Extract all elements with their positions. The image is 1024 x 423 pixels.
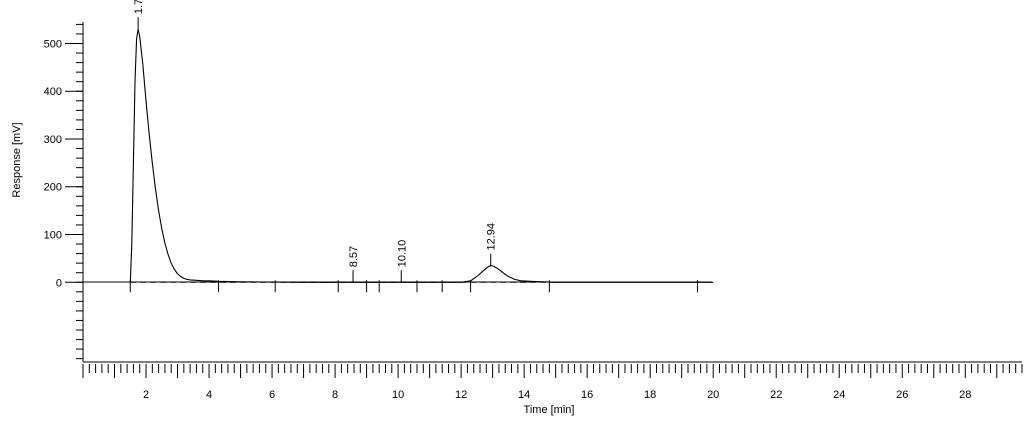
x-tick-label: 12 bbox=[455, 389, 467, 401]
x-tick-label: 18 bbox=[644, 389, 656, 401]
x-tick-label: 22 bbox=[770, 389, 782, 401]
y-axis-label: Response [mV] bbox=[11, 122, 23, 197]
peak-label: 8.57 bbox=[348, 246, 360, 267]
x-axis-label: Time [min] bbox=[524, 404, 575, 416]
peak-label: 12.94 bbox=[486, 223, 498, 251]
y-tick-label: 200 bbox=[44, 182, 62, 194]
x-tick-label: 2 bbox=[143, 389, 149, 401]
y-tick-label: 500 bbox=[44, 38, 62, 50]
y-axis-ticks: 0 100 200 300 400 500 bbox=[44, 23, 83, 360]
x-tick-label: 14 bbox=[518, 389, 530, 401]
x-tick-label: 20 bbox=[707, 389, 719, 401]
peak-label: 10.10 bbox=[396, 240, 408, 268]
y-tick-label: 400 bbox=[44, 86, 62, 98]
y-tick-label: 0 bbox=[56, 277, 62, 289]
x-tick-label: 6 bbox=[269, 389, 275, 401]
x-tick-label: 26 bbox=[896, 389, 908, 401]
x-tick-label: 4 bbox=[206, 389, 212, 401]
peak-label: 1.75 bbox=[133, 0, 145, 14]
y-tick-label: 100 bbox=[44, 230, 62, 242]
x-tick-label: 24 bbox=[833, 389, 845, 401]
x-tick-label: 28 bbox=[959, 389, 971, 401]
x-tick-label: 10 bbox=[392, 389, 404, 401]
axes bbox=[82, 22, 1022, 363]
peak-labels: 1.75 8.57 10.10 12.94 bbox=[133, 0, 498, 283]
x-tick-label: 8 bbox=[332, 389, 338, 401]
series-trace bbox=[129, 29, 714, 283]
x-axis-ticks: 2 4 6 8 10 12 14 16 18 20 22 24 26 28 bbox=[82, 364, 1023, 401]
y-tick-label: 300 bbox=[44, 134, 62, 146]
x-tick-label: 16 bbox=[581, 389, 593, 401]
